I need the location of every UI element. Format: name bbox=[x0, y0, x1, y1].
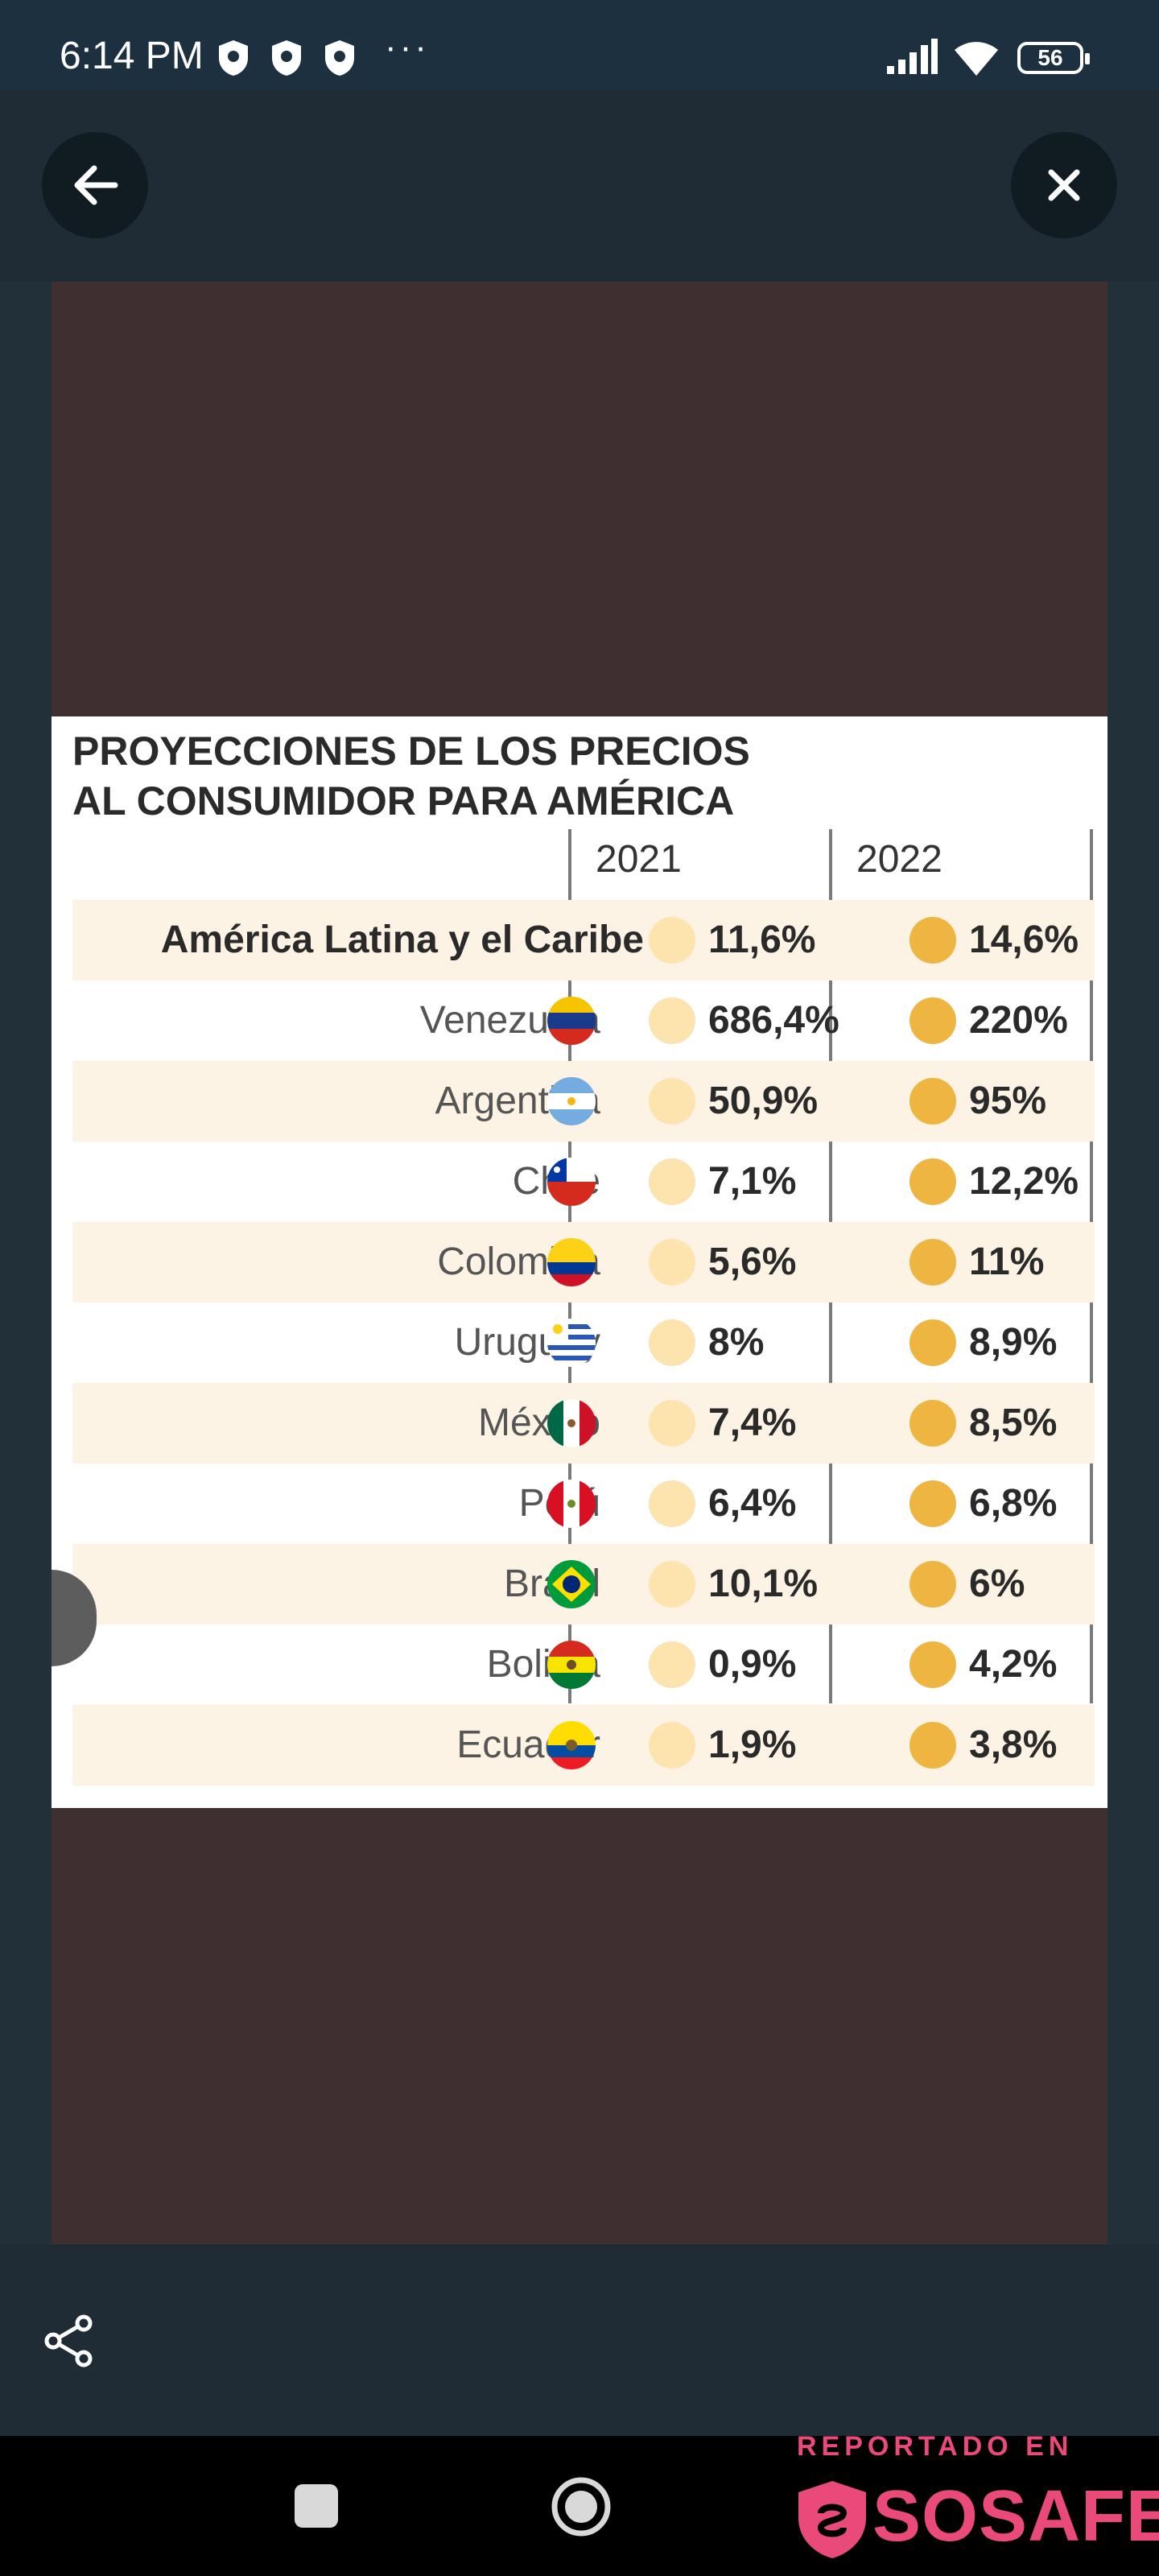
arrow-left-icon bbox=[74, 165, 118, 205]
dot-2022 bbox=[909, 1561, 956, 1608]
value-2022: 4,2% bbox=[969, 1643, 1058, 1686]
table-row: México 7,4% 8,5% bbox=[72, 1383, 1095, 1463]
ecuador-flag-icon bbox=[547, 1721, 596, 1769]
close-button[interactable] bbox=[1011, 132, 1117, 238]
status-bar: 6:14 PM ··· 56 bbox=[0, 0, 1159, 90]
dot-2022 bbox=[909, 1480, 956, 1527]
viewer-top-bar bbox=[0, 90, 1159, 282]
dot-2021 bbox=[649, 1561, 695, 1608]
dot-2022 bbox=[909, 997, 956, 1044]
viewer-bottom-bar bbox=[0, 2244, 1159, 2436]
table-row: Chile 7,1% 12,2% bbox=[72, 1141, 1095, 1222]
value-2022: 6,8% bbox=[969, 1482, 1058, 1525]
value-2022: 8,9% bbox=[969, 1321, 1058, 1364]
table-row: Bolivia 0,9% 4,2% bbox=[72, 1624, 1095, 1705]
value-2021: 1,9% bbox=[708, 1724, 797, 1766]
colombia-flag-icon bbox=[547, 1238, 596, 1286]
dot-2022 bbox=[909, 1722, 956, 1769]
status-time: 6:14 PM bbox=[60, 35, 204, 77]
peru-flag-icon bbox=[547, 1480, 596, 1528]
value-2021: 0,9% bbox=[708, 1643, 797, 1686]
wifi-icon bbox=[955, 42, 998, 76]
shield-icon bbox=[272, 40, 301, 76]
value-2022: 95% bbox=[969, 1080, 1047, 1122]
table-row: Brasil 10,1% 6% bbox=[72, 1544, 1095, 1624]
argentina-flag-icon bbox=[547, 1077, 596, 1125]
dot-2022 bbox=[909, 1319, 956, 1366]
dot-2021 bbox=[649, 1319, 695, 1366]
watermark-caption: REPORTADO EN bbox=[797, 2431, 1074, 2462]
value-2022: 8,5% bbox=[969, 1402, 1058, 1444]
country-name: América Latina y el Caribe bbox=[160, 919, 644, 961]
back-button[interactable] bbox=[42, 132, 148, 238]
close-icon bbox=[1048, 169, 1080, 201]
inflation-infographic[interactable]: PROYECCIONES DE LOS PRECIOS AL CONSUMIDO… bbox=[52, 716, 1107, 1808]
dot-2022 bbox=[909, 1158, 956, 1205]
dot-2021 bbox=[649, 1480, 695, 1527]
dot-2021 bbox=[649, 1400, 695, 1447]
table-row: Ecuador 1,9% 3,8% bbox=[72, 1705, 1095, 1785]
dot-2021 bbox=[649, 997, 695, 1044]
dot-2021 bbox=[649, 1239, 695, 1286]
value-2021: 11,6% bbox=[708, 919, 816, 961]
watermark-brand: SOSAFE bbox=[872, 2476, 1159, 2557]
dot-2021 bbox=[649, 1078, 695, 1125]
value-2021: 8% bbox=[708, 1321, 765, 1364]
signal-icon bbox=[887, 39, 938, 74]
share-icon[interactable] bbox=[40, 2312, 98, 2370]
dot-2022 bbox=[909, 1239, 956, 1286]
title-line-2: AL CONSUMIDOR PARA AMÉRICA bbox=[72, 778, 735, 824]
column-header-2022: 2022 bbox=[856, 838, 942, 881]
dot-2022 bbox=[909, 1400, 956, 1447]
dot-2022 bbox=[909, 1078, 956, 1125]
mexico-flag-icon bbox=[547, 1399, 596, 1447]
table-row: Perú 6,4% 6,8% bbox=[72, 1463, 1095, 1544]
value-2021: 10,1% bbox=[708, 1563, 819, 1605]
title-line-1: PROYECCIONES DE LOS PRECIOS bbox=[72, 729, 750, 774]
value-2022: 3,8% bbox=[969, 1724, 1058, 1766]
shield-icon bbox=[219, 40, 248, 76]
chile-flag-icon bbox=[547, 1158, 596, 1206]
value-2022: 14,6% bbox=[969, 919, 1079, 961]
venezuela-flag-icon bbox=[547, 997, 596, 1045]
home-button[interactable] bbox=[549, 2475, 613, 2539]
dot-2021 bbox=[649, 1158, 695, 1205]
value-2021: 50,9% bbox=[708, 1080, 819, 1122]
value-2021: 7,4% bbox=[708, 1402, 797, 1444]
bolivia-flag-icon bbox=[547, 1641, 596, 1689]
value-2021: 7,1% bbox=[708, 1160, 797, 1203]
dot-2022 bbox=[909, 1641, 956, 1688]
sosafe-logo-icon bbox=[798, 2481, 866, 2558]
brazil-flag-icon bbox=[547, 1560, 596, 1608]
value-2021: 6,4% bbox=[708, 1482, 797, 1525]
dot-2022 bbox=[909, 917, 956, 964]
table-row: América Latina y el Caribe 11,6% 14,6% bbox=[72, 900, 1095, 980]
value-2021: 686,4% bbox=[708, 999, 839, 1042]
infographic-title: PROYECCIONES DE LOS PRECIOS AL CONSUMIDO… bbox=[72, 726, 750, 826]
uruguay-flag-icon bbox=[547, 1319, 596, 1367]
battery-level: 56 bbox=[1037, 45, 1063, 70]
column-header-2021: 2021 bbox=[596, 838, 682, 881]
table-row: Argentina 50,9% 95% bbox=[72, 1061, 1095, 1141]
value-2021: 5,6% bbox=[708, 1241, 797, 1283]
dot-2021 bbox=[649, 1641, 695, 1688]
table-row: Colombia 5,6% 11% bbox=[72, 1222, 1095, 1302]
value-2022: 11% bbox=[969, 1241, 1045, 1283]
value-2022: 220% bbox=[969, 999, 1068, 1042]
dot-2021 bbox=[649, 917, 695, 964]
value-2022: 6% bbox=[969, 1563, 1025, 1605]
shield-icon bbox=[325, 40, 354, 76]
value-2022: 12,2% bbox=[969, 1160, 1079, 1203]
table-row: Venezuela 686,4% 220% bbox=[72, 980, 1095, 1061]
recents-button[interactable] bbox=[295, 2484, 338, 2528]
dot-2021 bbox=[649, 1722, 695, 1769]
battery-icon: 56 bbox=[1017, 42, 1090, 74]
more-notifications-icon: ··· bbox=[385, 27, 430, 67]
table-row: Uruguay 8% 8,9% bbox=[72, 1302, 1095, 1383]
